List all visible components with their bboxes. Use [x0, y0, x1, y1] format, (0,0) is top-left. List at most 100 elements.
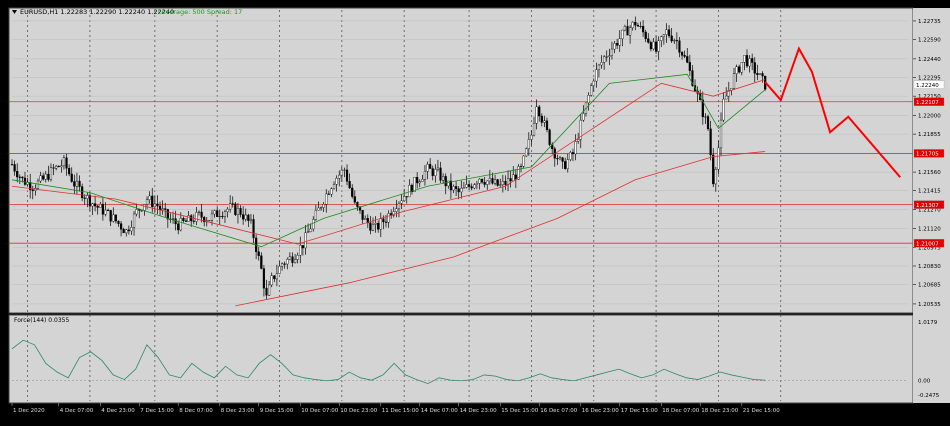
time-tick-label: 8 Dec 23:00	[221, 408, 255, 414]
candle-bull	[208, 220, 211, 222]
time-tick-label: 9 Dec 15:00	[260, 408, 294, 414]
candlestick	[561, 157, 564, 169]
candlestick	[86, 192, 89, 208]
candle-bull	[735, 66, 738, 74]
candle-bull	[527, 139, 530, 149]
price-tag-label: 1.21307	[916, 203, 939, 209]
time-tick-label: 4 Dec 07:00	[60, 408, 94, 414]
candlestick	[623, 24, 627, 32]
symbol-header: EURUSD,H1 1.22283 1.22290 1.22240 1.2224…	[20, 8, 174, 16]
candle-bear	[13, 164, 16, 172]
candle-bull	[249, 219, 253, 221]
time-tick-label: 16 Dec 07:00	[540, 408, 577, 414]
candle-bear	[109, 210, 112, 222]
candle-bear	[247, 214, 250, 221]
candlestick	[483, 176, 486, 188]
candle-bull	[55, 165, 58, 169]
candle-bear	[10, 164, 14, 166]
candle-bull	[99, 203, 102, 208]
candlestick	[405, 196, 408, 204]
indicator-panel[interactable]	[8, 314, 914, 404]
candlestick	[88, 191, 92, 212]
candle-bull	[293, 259, 297, 263]
candle-bull	[566, 159, 569, 169]
candlestick	[480, 178, 484, 184]
candle-bear	[483, 182, 486, 185]
candle-bull	[270, 275, 273, 286]
price-tick-label: 1.22590	[918, 38, 941, 44]
candle-bull	[400, 200, 403, 204]
candle-bear	[31, 189, 34, 191]
candle-bear	[410, 184, 414, 193]
candle-bull	[44, 173, 47, 180]
candlestick	[221, 211, 224, 219]
candlestick	[680, 51, 684, 60]
force-indicator: 1.0179 0.00 -0.2475	[11, 320, 940, 399]
candle-bear	[166, 209, 169, 220]
candlestick	[579, 114, 582, 149]
candle-bear	[52, 167, 55, 169]
candlestick	[491, 172, 494, 185]
price-tick-label: 1.22735	[918, 19, 941, 25]
candlestick	[309, 223, 312, 233]
candle-bull	[657, 40, 660, 52]
candlestick	[156, 195, 159, 214]
price-panel[interactable]	[8, 7, 914, 314]
candlestick	[743, 55, 746, 71]
candle-bear	[545, 120, 549, 130]
candle-bear	[96, 205, 99, 208]
candle-bull	[280, 263, 284, 267]
candlestick	[597, 63, 601, 78]
time-tick-label: 15 Dec 15:00	[501, 408, 538, 414]
candlestick	[55, 164, 58, 171]
candlestick	[234, 202, 237, 217]
candle-bull	[595, 69, 598, 82]
candle-bull	[171, 218, 175, 220]
candlestick	[455, 181, 458, 197]
candlestick	[569, 150, 572, 162]
candle-bull	[244, 214, 247, 220]
candle-bull	[374, 223, 377, 225]
candle-bear	[73, 181, 76, 187]
candle-bull	[91, 203, 94, 207]
candlestick	[330, 187, 333, 198]
candle-bull	[330, 188, 333, 195]
candlestick	[83, 194, 86, 205]
candlestick	[364, 215, 367, 220]
candlestick	[595, 62, 598, 88]
price-tick-label: 1.20685	[918, 283, 941, 289]
candle-bull	[236, 208, 240, 216]
candle-bear	[262, 268, 266, 289]
candle-bear	[405, 196, 408, 198]
candle-bull	[574, 141, 577, 155]
candle-bull	[600, 62, 603, 66]
candlestick	[403, 188, 406, 202]
price-tag-box	[913, 239, 945, 248]
time-tick-label: 14 Dec 23:00	[460, 408, 497, 414]
candle-bull	[629, 27, 632, 36]
candlestick	[421, 174, 424, 182]
candle-bear	[439, 167, 442, 181]
candle-bull	[631, 21, 634, 28]
candle-bull	[125, 229, 128, 234]
candle-bull	[501, 181, 504, 185]
chart-menu-triangle-icon[interactable]	[12, 10, 17, 14]
candle-bull	[371, 224, 375, 231]
candlestick	[184, 218, 188, 222]
candlestick	[125, 229, 128, 237]
candle-bear	[509, 178, 512, 182]
candlestick	[112, 207, 115, 223]
candlestick	[208, 220, 211, 222]
candle-bull	[395, 208, 398, 212]
candle-bear	[561, 157, 564, 162]
candlestick	[164, 202, 167, 217]
candlestick	[351, 184, 354, 199]
candlestick	[649, 40, 652, 52]
candle-bear	[457, 188, 460, 193]
indicator-tick-label: 0.00	[918, 379, 931, 385]
price-tick-label: 1.22295	[918, 76, 941, 82]
candlestick	[566, 153, 569, 173]
candle-bull	[210, 213, 214, 221]
candlestick	[70, 167, 73, 183]
